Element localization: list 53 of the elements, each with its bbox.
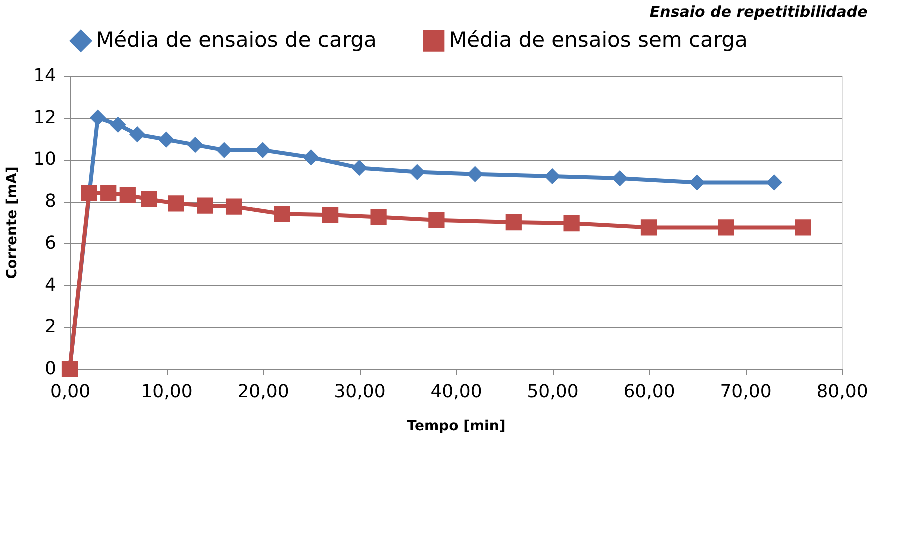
point — [120, 187, 136, 204]
x-tick-label: 0,00 — [50, 382, 91, 402]
point — [351, 160, 368, 176]
point — [197, 198, 214, 214]
point — [409, 164, 426, 180]
y-tick-label: 14 — [34, 66, 56, 86]
point — [254, 142, 272, 158]
x-tick-label: 20,00 — [238, 382, 290, 402]
y-tick-label: 6 — [45, 232, 56, 254]
x-tick-label: 10,00 — [141, 382, 193, 402]
y-tick-label: 12 — [34, 107, 56, 128]
point — [766, 174, 783, 191]
point — [795, 220, 812, 236]
point — [640, 220, 658, 236]
point — [216, 142, 232, 158]
point — [370, 209, 387, 226]
point — [689, 174, 706, 191]
point — [612, 170, 628, 187]
point — [129, 126, 146, 143]
y-tick-label: 0 — [45, 358, 56, 380]
point — [467, 166, 484, 182]
point — [544, 168, 561, 185]
x-tick-label: 80,00 — [816, 382, 868, 402]
x-tick-label: 30,00 — [334, 382, 386, 402]
y-tick-label: 8 — [45, 191, 56, 212]
point — [274, 206, 290, 222]
y-tick-label: 10 — [34, 149, 56, 170]
point — [110, 116, 126, 134]
point — [428, 212, 445, 228]
point — [187, 137, 204, 154]
y-tick-label: 4 — [45, 274, 56, 296]
x-tick-label: 40,00 — [430, 382, 482, 402]
x-tick-label: 70,00 — [720, 382, 772, 402]
point — [564, 215, 580, 232]
legend-label: Média de ensaios de carga — [96, 28, 377, 52]
point — [718, 220, 734, 236]
point — [506, 214, 522, 231]
point — [322, 207, 339, 224]
point — [303, 150, 320, 166]
x-axis-title: Tempo [min] — [407, 418, 506, 434]
point — [90, 110, 106, 126]
y-tick-label: 2 — [45, 316, 56, 338]
x-tick-label: 60,00 — [624, 382, 676, 402]
point — [81, 185, 98, 202]
point — [226, 198, 242, 215]
point — [100, 185, 117, 202]
point — [141, 191, 158, 208]
legend-label: Média de ensaios sem carga — [449, 28, 748, 52]
y-axis-title: Corrente [mA] — [4, 166, 21, 280]
chart-title: Ensaio de repetitibilidade — [650, 3, 868, 21]
point — [168, 196, 184, 212]
point — [158, 132, 175, 148]
x-tick-label: 50,00 — [527, 382, 579, 402]
